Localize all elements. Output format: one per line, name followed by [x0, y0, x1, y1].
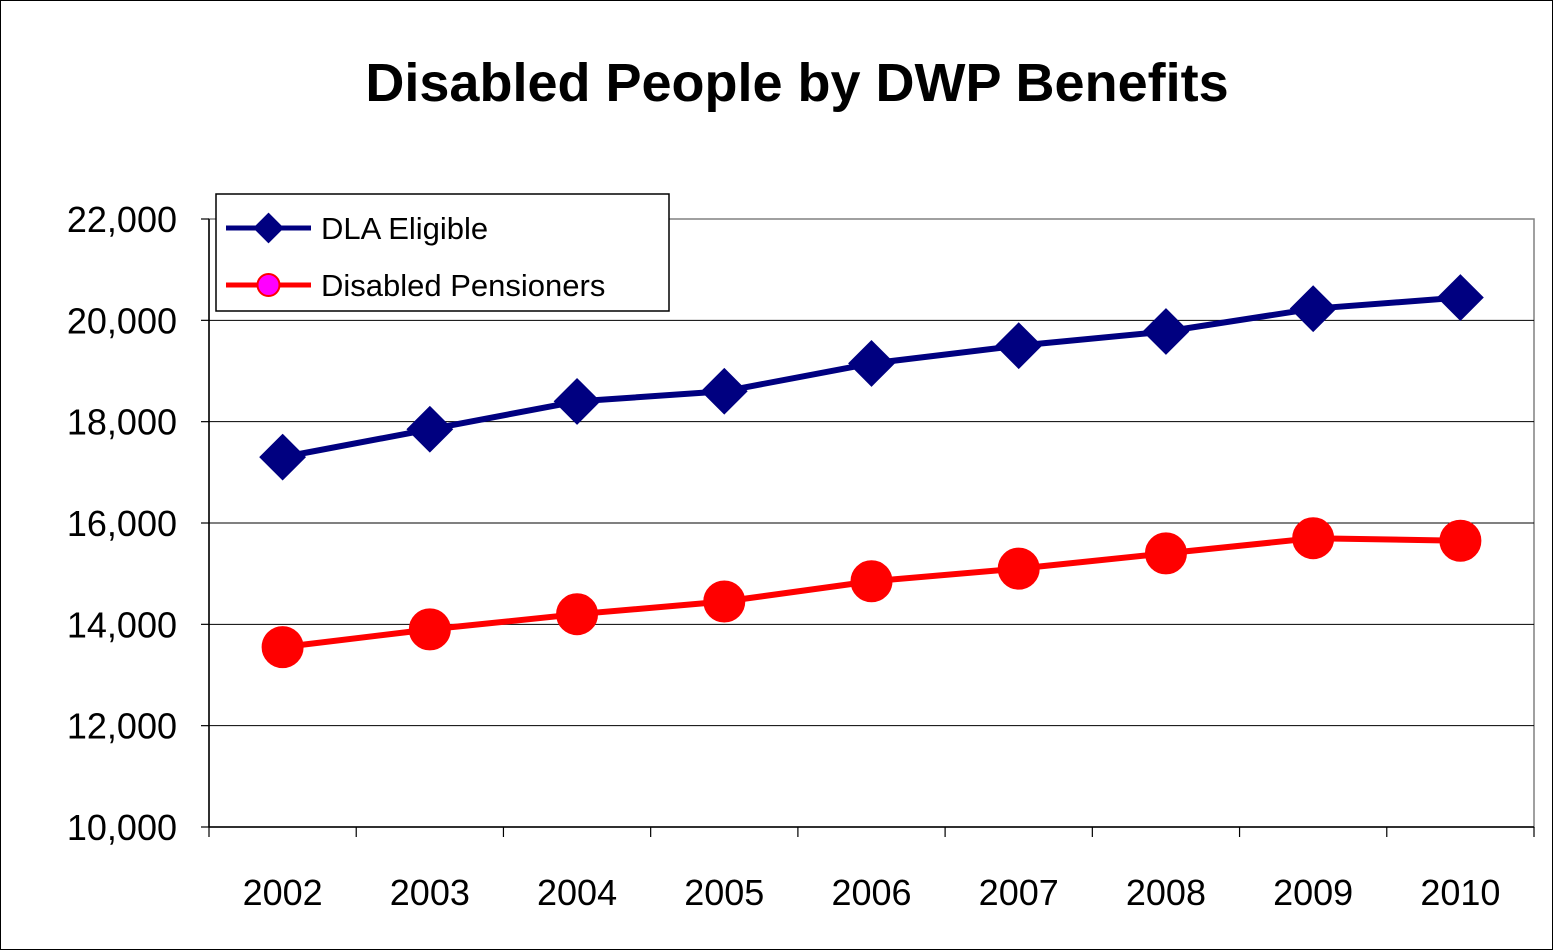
data-point: [997, 547, 1040, 590]
data-point: [1144, 532, 1187, 575]
data-point: [408, 608, 451, 651]
x-tick-label: 2003: [390, 872, 470, 913]
legend-box: [215, 193, 670, 312]
data-point: [848, 339, 895, 387]
data-point: [995, 322, 1043, 370]
x-tick-label: 2006: [831, 872, 911, 913]
y-tick-label: 16,000: [67, 503, 177, 544]
data-point: [556, 593, 599, 636]
data-point: [1292, 517, 1335, 560]
x-tick-label: 2004: [537, 872, 617, 913]
legend: DLA Eligible Disabled Pensioners: [215, 193, 670, 312]
data-point: [703, 580, 746, 623]
legend-marker: [253, 212, 284, 244]
axes: 10,000 12,000 14,000 16,000 18,000 20,000 22,0…: [67, 199, 1535, 913]
series-1: [261, 517, 1482, 669]
x-tick-label: 2007: [979, 872, 1059, 913]
series-0: [259, 274, 1484, 481]
series-lines: [259, 274, 1484, 669]
data-point: [261, 626, 304, 669]
y-tick-label: 12,000: [67, 706, 177, 747]
data-point: [700, 367, 748, 415]
legend-label: DLA Eligible: [321, 211, 488, 246]
y-tick-label: 10,000: [67, 807, 177, 848]
y-tick-label: 20,000: [67, 300, 177, 341]
data-point: [259, 433, 307, 481]
data-point: [406, 405, 454, 453]
x-tick-label: 2010: [1420, 872, 1500, 913]
data-point: [1439, 519, 1482, 562]
data-point: [1436, 274, 1484, 321]
y-tick-label: 18,000: [67, 402, 177, 443]
legend-marker: [256, 273, 281, 297]
data-point: [1142, 308, 1190, 355]
legend-label: Disabled Pensioners: [321, 268, 605, 303]
data-point: [1289, 285, 1337, 333]
chart-title: Disabled People by DWP Benefits: [365, 53, 1228, 113]
x-tick-label: 2005: [684, 872, 764, 913]
x-tick-label: 2009: [1273, 872, 1353, 913]
data-point: [850, 560, 893, 603]
x-tick-label: 2002: [243, 872, 323, 913]
y-tick-label: 22,000: [67, 199, 177, 240]
y-tick-label: 14,000: [67, 604, 177, 645]
data-point: [553, 377, 601, 425]
x-tick-label: 2008: [1126, 872, 1206, 913]
